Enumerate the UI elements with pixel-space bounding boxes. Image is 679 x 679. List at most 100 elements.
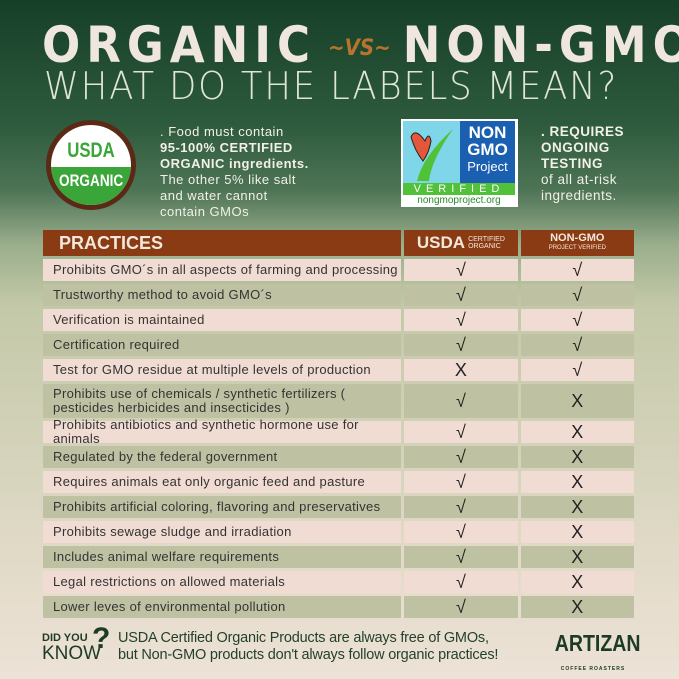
desc-line: ingredients. [541, 188, 617, 203]
usda-mark: √ [404, 384, 518, 418]
practice-cell: Certification required [43, 334, 402, 356]
usda-mark: √ [404, 334, 518, 356]
nongmo-mark: X [520, 496, 634, 518]
table-row: Requires animals eat only organic feed a… [43, 471, 634, 493]
brand-name: ARTIZAN [554, 630, 641, 656]
practice-cell: Legal restrictions on allowed materials [43, 571, 402, 593]
nongmo-project-logo: NON GMO Project VERIFIED nongmoproject.org [401, 119, 518, 207]
table-row: Verification is maintained √ √ [43, 309, 634, 331]
usda-mark: √ [404, 571, 518, 593]
header-nongmo: NON-GMO PROJECT VERIFIED [520, 230, 635, 256]
table-row: Prohibits GMO´s in all aspects of farmin… [43, 259, 634, 281]
logo-text: nongmoproject.org [417, 195, 501, 206]
did-you-know-badge: DID YOU KNOW ? [42, 624, 110, 664]
usda-mark: X [404, 359, 518, 381]
usda-mark: √ [404, 471, 518, 493]
usda-description: . Food must contain 95-100% CERTIFIED OR… [160, 124, 309, 220]
nongmo-mark: √ [520, 284, 634, 306]
usda-mark: √ [404, 546, 518, 568]
nongmo-mark: √ [520, 259, 634, 281]
logo-text: USDA [67, 139, 115, 162]
usda-mark: √ [404, 446, 518, 468]
practice-cell: Prohibits sewage sludge and irradiation [43, 521, 402, 543]
usda-mark: √ [404, 259, 518, 281]
nongmo-mark: √ [520, 334, 634, 356]
nongmo-mark: X [520, 384, 634, 418]
desc-line: of all at-risk [541, 172, 618, 187]
practice-cell: Test for GMO residue at multiple levels … [43, 359, 402, 381]
usda-organic-logo: USDA ORGANIC [46, 120, 136, 210]
butterfly-icon [403, 121, 460, 183]
header-practices: PRACTICES [43, 230, 402, 256]
desc-line: ONGOING [541, 140, 610, 155]
header-usda-sub: ORGANIC [468, 243, 501, 250]
table-row: Prohibits antibiotics and synthetic horm… [43, 418, 634, 446]
desc-line: 95-100% CERTIFIED [160, 140, 293, 155]
header-usda: USDA CERTIFIED ORGANIC [404, 230, 518, 256]
table-row: Test for GMO residue at multiple levels … [43, 359, 634, 381]
know-text: KNOW [42, 643, 102, 664]
table-row: Includes animal welfare requirements √ X [43, 546, 634, 568]
table-row: Prohibits sewage sludge and irradiation √… [43, 521, 634, 543]
table-header: PRACTICES USDA CERTIFIED ORGANIC NON-GMO PR… [43, 230, 635, 256]
logo-text: Project [467, 159, 508, 174]
nongmo-mark: √ [520, 309, 634, 331]
nongmo-mark: X [520, 596, 634, 618]
artizan-logo: ARTIZAN COFFEE ROASTERS [548, 630, 641, 675]
footer-line: but Non-GMO products don't always follow… [118, 647, 499, 663]
table-row: Certification required √ √ [43, 334, 634, 356]
logo-text: GMO [467, 140, 508, 159]
comparison-table: PRACTICES USDA CERTIFIED ORGANIC NON-GMO PR… [43, 230, 635, 621]
desc-line: and water cannot [160, 188, 268, 203]
usda-mark: √ [404, 284, 518, 306]
header-nongmo-sub: PROJECT VERIFIED [548, 245, 606, 251]
practice-cell: Prohibits artificial coloring, flavoring… [43, 496, 402, 518]
nongmo-mark: X [520, 446, 634, 468]
logo-text: ORGANIC [59, 171, 124, 190]
desc-line: contain GMOs [160, 204, 250, 219]
header-nongmo-label: NON-GMO [550, 232, 605, 244]
usda-mark: √ [404, 596, 518, 618]
title-vs: ~VS~ [327, 36, 391, 61]
desc-line: ORGANIC ingredients. [160, 156, 309, 171]
footer-note: USDA Certified Organic Products are alwa… [118, 630, 498, 664]
practice-cell: Verification is maintained [43, 309, 402, 331]
logo-text: VERIFIED [403, 183, 515, 195]
desc-line: The other 5% like salt [160, 172, 297, 187]
practice-cell: Regulated by the federal government [43, 446, 402, 468]
table-row: Trustworthy method to avoid GMO´s √ √ [43, 284, 634, 306]
practice-cell: Trustworthy method to avoid GMO´s [43, 284, 402, 306]
desc-line: TESTING [541, 156, 604, 171]
practice-cell: Prohibits use of chemicals / synthetic f… [43, 384, 402, 418]
footer-line: USDA Certified Organic Products are alwa… [118, 630, 489, 646]
logo-text: NON [468, 123, 507, 142]
question-mark-icon: ? [92, 622, 111, 655]
table-row: Legal restrictions on allowed materials √… [43, 571, 634, 593]
practice-cell: Prohibits GMO´s in all aspects of farmin… [43, 259, 402, 281]
usda-mark: √ [404, 521, 518, 543]
nongmo-mark: X [520, 471, 634, 493]
desc-line: . REQUIRES [541, 124, 625, 139]
table-row: Prohibits use of chemicals / synthetic f… [43, 384, 634, 418]
practice-cell: Lower leves of environmental pollution [43, 596, 402, 618]
nongmo-mark: √ [520, 359, 634, 381]
desc-line: . Food must contain [160, 124, 284, 139]
header-usda-label: USDA [416, 233, 466, 252]
title-nongmo: NON-GMO [402, 16, 679, 74]
nongmo-description: . REQUIRES ONGOING TESTING of all at-ris… [541, 124, 624, 204]
table-row: Prohibits artificial coloring, flavoring… [43, 496, 634, 518]
practice-cell: Prohibits antibiotics and synthetic horm… [43, 418, 402, 446]
usda-mark: √ [404, 496, 518, 518]
practice-cell: Requires animals eat only organic feed a… [43, 471, 402, 493]
did-you-text: DID YOU [42, 632, 88, 644]
brand-sub: COFFEE ROASTERS [560, 666, 626, 672]
table-row: Lower leves of environmental pollution √ X [43, 596, 634, 618]
table-row: Regulated by the federal government √ X [43, 446, 634, 468]
header-usda-sub: CERTIFIED [468, 236, 505, 243]
main-title: ORGANIC ~VS~ NON-GMO [42, 16, 679, 74]
practice-cell: Includes animal welfare requirements [43, 546, 402, 568]
nongmo-mark: X [520, 421, 634, 443]
nongmo-mark: X [520, 546, 634, 568]
nongmo-mark: X [520, 571, 634, 593]
usda-mark: √ [404, 421, 518, 443]
